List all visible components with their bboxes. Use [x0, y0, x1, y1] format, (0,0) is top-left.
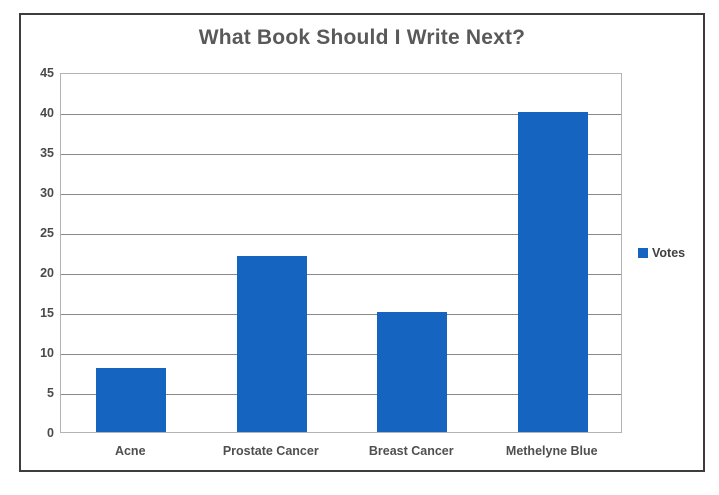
x-category-label: Prostate Cancer: [222, 444, 319, 458]
legend-swatch-icon: [638, 248, 648, 258]
y-tick-label: 30: [40, 186, 54, 200]
bar-methelyne-blue: [517, 112, 588, 432]
y-tick-label: 25: [40, 226, 54, 240]
bar-prostate-cancer: [236, 256, 307, 432]
gridline: [61, 394, 621, 395]
plot-area: [60, 73, 622, 433]
x-category-label: Breast Cancer: [368, 444, 454, 458]
y-tick-label: 45: [40, 66, 54, 80]
y-tick-label: 20: [40, 266, 54, 280]
y-tick-label: 15: [40, 306, 54, 320]
y-tick-label: 10: [40, 346, 54, 360]
y-tick-label: 0: [47, 426, 54, 440]
legend: Votes: [638, 246, 685, 260]
gridline: [61, 274, 621, 275]
x-category-label: Methelyne Blue: [505, 444, 598, 458]
x-category-label: Acne: [114, 444, 146, 458]
gridline: [61, 194, 621, 195]
bar-acne: [96, 368, 167, 432]
y-tick-label: 40: [40, 106, 54, 120]
gridline: [61, 354, 621, 355]
gridline: [61, 114, 621, 115]
gridline: [61, 234, 621, 235]
legend-series-label: Votes: [652, 246, 686, 260]
chart-frame: What Book Should I Write Next? 0 5 10 15 20 2…: [19, 13, 705, 472]
gridline: [61, 314, 621, 315]
chart-title: What Book Should I Write Next?: [198, 26, 526, 49]
y-tick-label: 5: [47, 386, 54, 400]
bar-breast-cancer: [377, 312, 448, 432]
y-tick-label: 35: [40, 146, 54, 160]
gridline: [61, 154, 621, 155]
